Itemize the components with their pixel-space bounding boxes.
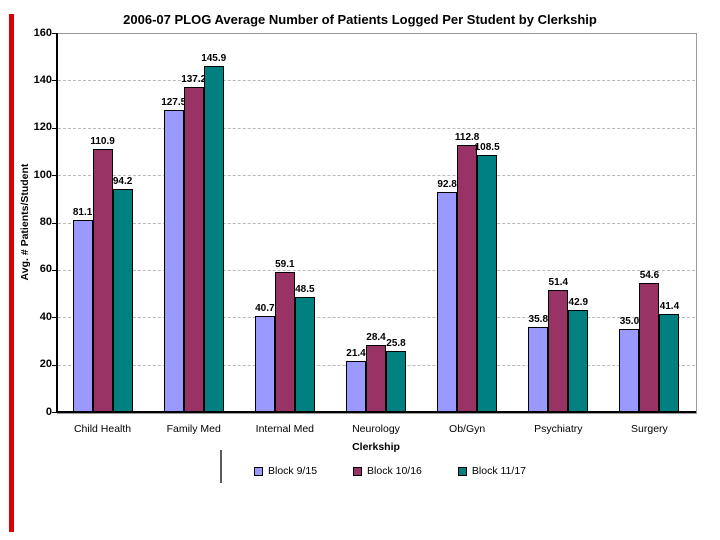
bar-value-label: 35.0 — [619, 316, 640, 328]
bar — [254, 315, 275, 412]
bar-value-label: 41.4 — [659, 300, 680, 312]
legend-swatch-icon — [254, 466, 263, 476]
y-tick-label: 0 — [45, 405, 52, 418]
bar — [386, 350, 406, 412]
y-axis-tick — [52, 127, 57, 129]
x-category-label: Surgery — [631, 423, 668, 435]
bar — [163, 109, 184, 412]
x-category-label: Neurology — [352, 423, 400, 435]
bar — [568, 310, 589, 412]
x-category-label: Family Med — [166, 423, 221, 435]
y-tick-label: 20 — [39, 358, 52, 371]
y-axis-tick — [52, 364, 57, 366]
bar-value-label: 145.9 — [201, 53, 227, 65]
bar — [457, 144, 478, 412]
y-axis-line — [56, 33, 58, 413]
bar-value-label: 137.2 — [181, 74, 207, 85]
x-category-label: Ob/Gyn — [449, 423, 486, 435]
slide-accent-line — [9, 14, 14, 532]
bar — [72, 219, 93, 412]
bar — [639, 282, 660, 412]
bar-value-label: 51.4 — [548, 277, 569, 289]
gridline — [58, 269, 695, 271]
bar-value-label: 92.8 — [437, 179, 457, 191]
y-tick-label: 40 — [39, 310, 52, 323]
text-cursor-mark — [220, 450, 222, 483]
gridline — [58, 222, 695, 224]
y-tick-label: 160 — [33, 26, 52, 39]
gridline — [58, 127, 695, 129]
gridline — [58, 80, 695, 82]
bar — [619, 329, 640, 412]
bar-value-label: 54.6 — [639, 269, 660, 281]
bar — [477, 154, 498, 412]
gridline — [58, 317, 695, 319]
bar-value-label: 25.8 — [386, 337, 406, 349]
bar-value-label: 40.7 — [255, 302, 275, 314]
y-tick-label: 140 — [33, 73, 52, 86]
bar-value-label: 48.5 — [295, 284, 315, 296]
y-axis-tick — [52, 175, 57, 177]
bar — [92, 149, 113, 412]
bar — [274, 272, 295, 412]
bar — [659, 313, 680, 412]
legend-label: Block 10/16 — [367, 465, 422, 477]
x-category-label: Psychiatry — [534, 423, 583, 435]
x-axis-title: Clerkship — [352, 441, 400, 453]
legend-label: Block 11/17 — [471, 465, 526, 477]
legend-swatch-icon — [457, 466, 467, 476]
legend-swatch-icon — [353, 466, 363, 476]
y-axis-tick — [52, 412, 57, 413]
bar-value-label: 127.5 — [161, 96, 187, 108]
bar — [548, 290, 569, 412]
bar — [366, 344, 386, 412]
bar — [437, 192, 458, 412]
legend-label: Block 9/15 — [268, 465, 318, 477]
y-axis-tick — [52, 33, 57, 34]
bar — [112, 188, 133, 412]
bar — [203, 66, 224, 412]
bar — [294, 297, 315, 412]
y-axis-tick — [52, 317, 57, 319]
y-tick-label: 80 — [39, 216, 52, 228]
legend-item: Block 10/16 — [353, 465, 422, 477]
bar-value-label: 94.2 — [112, 175, 133, 187]
x-axis-line — [56, 411, 696, 413]
y-axis-tick — [52, 222, 57, 224]
bar-value-label: 28.4 — [366, 331, 386, 343]
bar-value-label: 59.1 — [275, 259, 295, 270]
x-category-label: Child Health — [73, 423, 132, 435]
y-tick-label: 120 — [33, 121, 52, 134]
bar-value-label: 42.9 — [568, 297, 589, 309]
bar-value-label: 112.8 — [454, 131, 480, 143]
y-axis-tick — [52, 269, 57, 271]
gridline — [58, 175, 695, 177]
bar-value-label: 108.5 — [474, 141, 500, 153]
bar-value-label: 21.4 — [346, 348, 366, 360]
bar-value-label: 81.1 — [72, 206, 93, 218]
y-axis-tick — [52, 80, 57, 82]
bar-value-label: 110.9 — [90, 136, 115, 148]
x-category-label: Internal Med — [255, 423, 315, 435]
legend: Block 9/15 Block 10/16 Block 11/17 — [30, 465, 720, 477]
bar — [183, 87, 204, 412]
bar — [346, 361, 366, 412]
chart-title: 2006-07 PLOG Average Number of Patients … — [123, 12, 597, 27]
legend-item: Block 11/17 — [457, 465, 526, 477]
y-tick-label: 60 — [39, 263, 52, 276]
bar-value-label: 35.8 — [528, 314, 549, 326]
bar — [528, 327, 549, 412]
y-tick-label: 100 — [33, 168, 52, 181]
legend-item: Block 9/15 — [254, 465, 317, 477]
